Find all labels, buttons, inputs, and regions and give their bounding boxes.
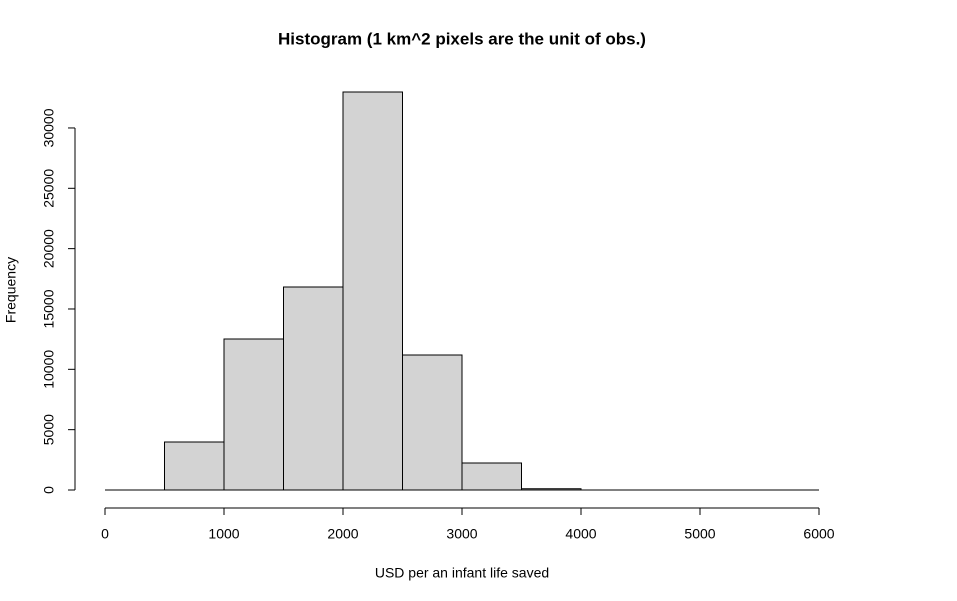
bar <box>402 354 463 491</box>
y-tick-label: 10000 <box>41 350 57 389</box>
y-tick-label: 30000 <box>41 108 57 147</box>
y-tick-label: 15000 <box>41 289 57 328</box>
x-tick-label: 6000 <box>803 526 834 542</box>
x-tick-label: 1000 <box>208 526 239 542</box>
bar <box>342 91 403 491</box>
bar <box>521 488 582 491</box>
bar <box>164 441 225 491</box>
bar <box>461 462 522 491</box>
x-tick-label: 3000 <box>446 526 477 542</box>
x-tick-label: 2000 <box>327 526 358 542</box>
y-tick-label: 20000 <box>41 229 57 268</box>
x-tick-label: 4000 <box>565 526 596 542</box>
chart-title: Histogram (1 km^2 pixels are the unit of… <box>278 29 646 48</box>
y-axis-label: Frequency <box>3 257 19 323</box>
y-tick-label: 0 <box>41 486 57 494</box>
bar <box>283 286 344 491</box>
x-axis-label: USD per an infant life saved <box>375 565 549 581</box>
bar <box>223 338 284 491</box>
x-tick-label: 5000 <box>684 526 715 542</box>
y-tick-label: 5000 <box>41 414 57 445</box>
y-tick-label: 25000 <box>41 169 57 208</box>
x-tick-label: 0 <box>101 526 109 542</box>
